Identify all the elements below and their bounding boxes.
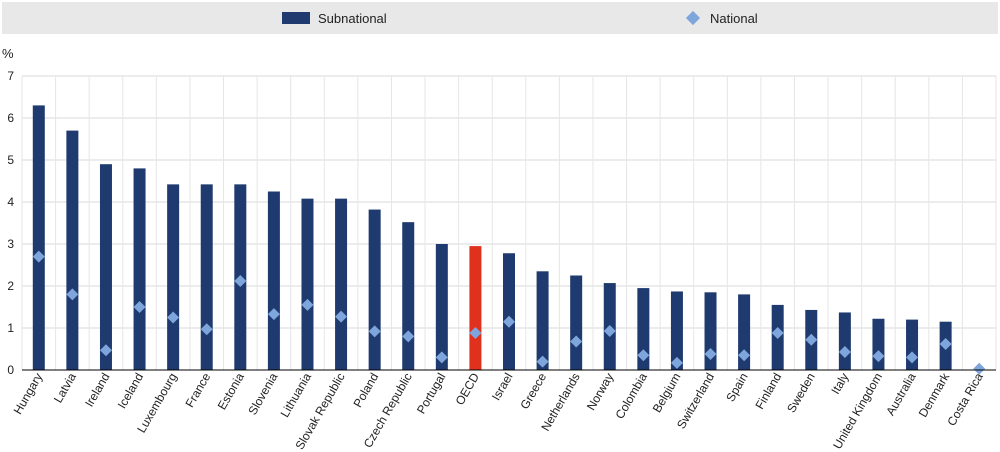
y-tick-label: 3 <box>7 237 14 251</box>
bar-subnational <box>435 244 448 370</box>
x-tick-label: Colombia <box>612 370 650 421</box>
x-tick-label: Spain <box>723 371 750 405</box>
x-tick-label: Greece <box>517 370 549 411</box>
bar-subnational <box>670 291 683 370</box>
marker-national <box>906 351 919 364</box>
bar-subnational <box>99 164 112 370</box>
x-tick-label: OECD <box>453 370 483 407</box>
x-tick-label: Norway <box>584 371 616 413</box>
marker-national <box>402 330 415 343</box>
x-tick-label: Ireland <box>82 371 112 410</box>
legend: Subnational National <box>2 2 998 34</box>
bar-subnational <box>570 275 583 370</box>
bar-subnational <box>32 105 45 371</box>
bar-subnational <box>368 209 381 370</box>
x-tick-label: Iceland <box>115 371 146 412</box>
legend-item-subnational: Subnational <box>282 2 387 34</box>
x-tick-label: Estonia <box>215 370 247 412</box>
y-tick-label: 5 <box>7 153 14 167</box>
bar-subnational <box>738 294 751 370</box>
marker-national <box>805 333 818 346</box>
y-tick-label: 4 <box>7 195 14 209</box>
marker-national <box>704 348 717 361</box>
marker-national <box>536 355 549 368</box>
marker-national <box>603 324 616 337</box>
x-tick-label: France <box>183 370 214 410</box>
marker-national <box>469 327 482 340</box>
x-tick-label: Belgium <box>650 371 684 416</box>
x-tick-label: Italy <box>828 371 851 397</box>
marker-national <box>771 327 784 340</box>
marker-national <box>435 351 448 364</box>
bar-subnational <box>402 222 415 370</box>
y-tick-label: 1 <box>7 321 14 335</box>
bar-subnational <box>536 271 549 370</box>
y-tick-label: 6 <box>7 111 14 125</box>
marker-national <box>670 356 683 369</box>
marker-national <box>503 315 515 328</box>
legend-label-subnational: Subnational <box>318 10 387 26</box>
x-tick-label: Finland <box>752 371 784 412</box>
y-tick-label: 0 <box>7 363 14 377</box>
marker-national <box>133 301 146 313</box>
marker-national <box>234 274 247 287</box>
marker-national <box>200 323 213 336</box>
marker-national <box>838 345 851 358</box>
y-tick-label: 2 <box>7 279 14 293</box>
x-tick-label: Latvia <box>51 370 79 405</box>
bar-subnational <box>267 191 280 370</box>
x-tick-label: Israel <box>489 371 516 403</box>
legend-label-national: National <box>710 10 758 26</box>
x-tick-label: Lithuania <box>278 370 315 419</box>
marker-national <box>301 298 314 311</box>
bar-subnational <box>872 318 885 370</box>
legend-item-national: National <box>685 2 758 34</box>
marker-national <box>167 311 180 324</box>
bar-subnational <box>167 184 180 370</box>
x-tick-label: Portugal <box>414 371 448 417</box>
marker-national <box>637 349 650 362</box>
bar-subnational <box>704 292 717 370</box>
marker-national <box>872 350 885 363</box>
marker-national <box>939 337 952 350</box>
y-axis-unit-label: % <box>2 46 14 61</box>
bar-subnational <box>503 253 515 370</box>
y-tick-label: 7 <box>7 69 14 83</box>
marker-national <box>267 308 280 321</box>
x-tick-label: Sweden <box>784 371 818 416</box>
bar-subnational <box>469 246 482 370</box>
marker-national <box>738 349 751 362</box>
bar-subnational <box>637 288 650 370</box>
x-tick-label: Poland <box>350 371 381 410</box>
marker-national <box>99 344 112 357</box>
marker-national <box>973 362 986 375</box>
marker-national <box>570 335 583 348</box>
bar-subnational <box>301 198 314 370</box>
bar-subnational <box>66 130 79 370</box>
bar-subnational <box>133 168 146 370</box>
x-tick-label: Slovenia <box>245 370 280 417</box>
marker-national <box>32 250 45 263</box>
bar-subnational <box>335 198 348 370</box>
bar-subnational <box>200 184 213 370</box>
marker-national <box>66 288 79 301</box>
legend-swatch-subnational <box>282 12 310 24</box>
x-tick-label: Denmark <box>916 370 953 420</box>
bar-subnational <box>838 312 851 370</box>
x-tick-label: Hungary <box>11 371 46 417</box>
marker-national <box>368 325 381 338</box>
marker-national <box>335 310 348 323</box>
x-tick-label: Australia <box>883 370 919 418</box>
